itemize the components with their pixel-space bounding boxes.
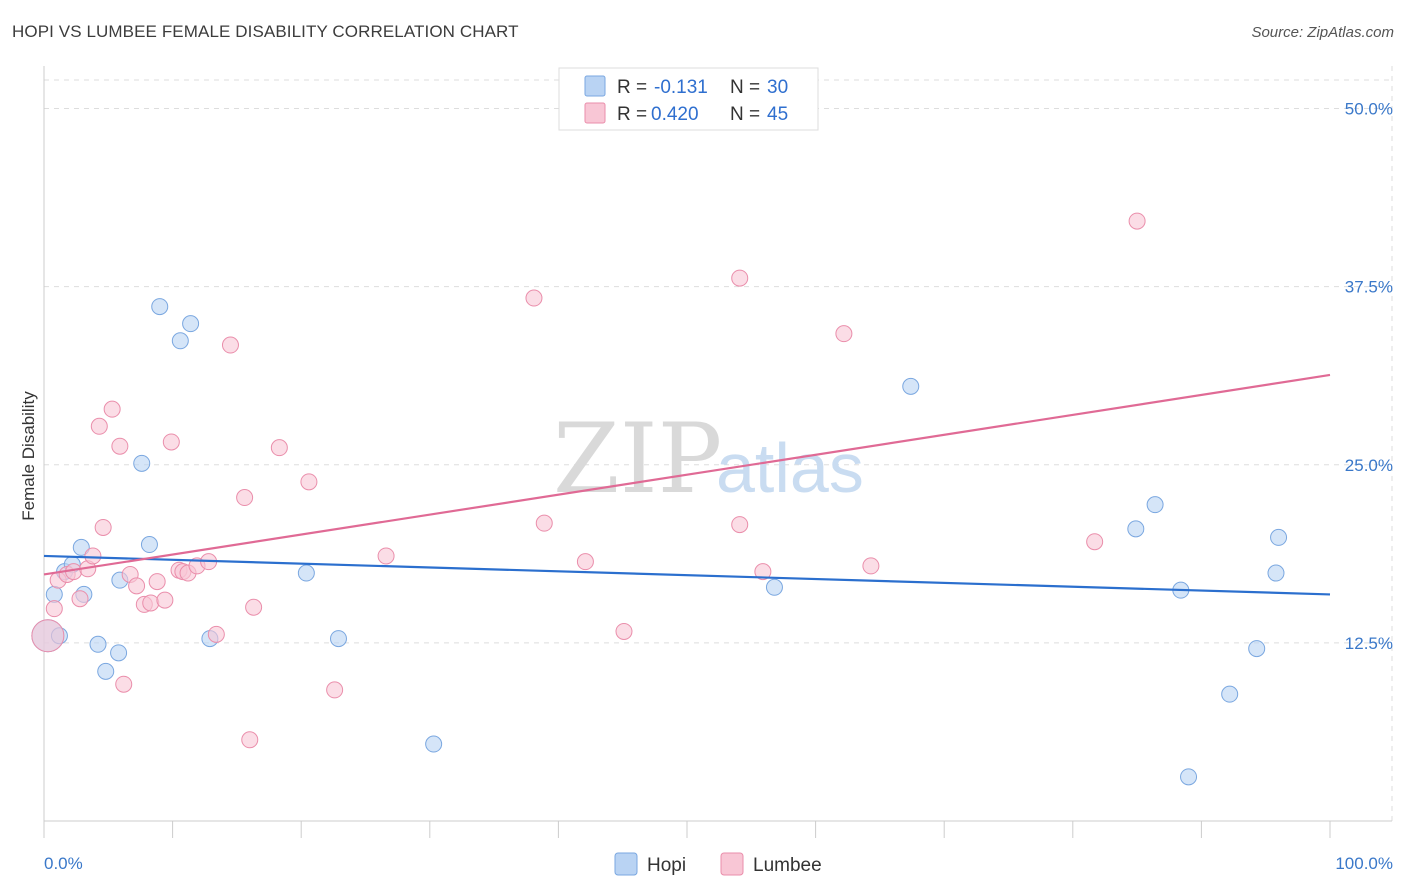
lumbee-point bbox=[221, 336, 239, 354]
lumbee-point bbox=[31, 619, 65, 653]
hopi-point bbox=[45, 585, 63, 603]
y-tick-label: 50.0% bbox=[1345, 100, 1393, 119]
hopi-point bbox=[140, 536, 158, 554]
y-tick-labels: 12.5% 25.0% 37.5% 50.0% bbox=[1345, 100, 1393, 653]
lumbee-point bbox=[754, 563, 772, 581]
chart-title: HOPI VS LUMBEE FEMALE DISABILITY CORRELA… bbox=[12, 22, 519, 41]
lumbee-point bbox=[326, 681, 344, 699]
axes bbox=[43, 66, 1392, 838]
lumbee-point bbox=[148, 573, 166, 591]
lumbee-point bbox=[535, 514, 553, 532]
legend-n-label: N = bbox=[730, 77, 760, 98]
trend-lines bbox=[43, 373, 1331, 596]
lumbee-point bbox=[236, 489, 254, 507]
lumbee-point bbox=[71, 590, 89, 608]
lumbee-trend-line bbox=[43, 373, 1331, 576]
watermark-zip: ZIP bbox=[553, 403, 722, 515]
lumbee-point bbox=[731, 516, 749, 534]
legend-box: R = -0.131 N = 30 R = 0.420 N = 45 bbox=[558, 67, 819, 131]
lumbee-point bbox=[241, 731, 259, 749]
hopi-point bbox=[329, 630, 347, 648]
lumbee-point bbox=[90, 417, 108, 435]
hopi-point bbox=[1267, 564, 1285, 582]
lumbee-point bbox=[128, 577, 146, 595]
bottom-legend-lumbee-label: Lumbee bbox=[753, 855, 822, 876]
legend-r-label: R = bbox=[617, 104, 647, 125]
legend-n-value: 45 bbox=[767, 104, 788, 125]
lumbee-point bbox=[115, 675, 133, 693]
bottom-legend: Hopi Lumbee bbox=[614, 852, 822, 876]
bottom-legend-hopi-swatch bbox=[614, 852, 638, 876]
x-tick-labels: 0.0% 100.0% bbox=[44, 854, 1393, 873]
hopi-point bbox=[1248, 640, 1266, 658]
y-tick-label: 12.5% bbox=[1345, 634, 1393, 653]
y-axis-label: Female Disability bbox=[19, 391, 38, 521]
lumbee-point bbox=[576, 553, 594, 571]
source-label: Source: ZipAtlas.com bbox=[1251, 24, 1394, 41]
x-tick-label: 0.0% bbox=[44, 854, 83, 873]
hopi-point bbox=[1146, 496, 1164, 514]
watermark-atlas: atlas bbox=[716, 429, 864, 507]
hopi-point bbox=[72, 538, 90, 556]
bottom-legend-hopi-label: Hopi bbox=[647, 855, 686, 876]
lumbee-point bbox=[1086, 533, 1104, 551]
hopi-point bbox=[765, 578, 783, 596]
y-tick-label: 25.0% bbox=[1345, 456, 1393, 475]
legend-lumbee-swatch bbox=[584, 102, 606, 124]
lumbee-point bbox=[862, 557, 880, 575]
hopi-point bbox=[171, 332, 189, 350]
legend-r-value: -0.131 bbox=[654, 77, 708, 98]
lumbee-point bbox=[156, 591, 174, 609]
lumbee-point bbox=[45, 600, 63, 618]
hopi-point bbox=[1127, 520, 1145, 538]
lumbee-point bbox=[84, 547, 102, 565]
hopi-point bbox=[1270, 528, 1288, 546]
lumbee-point bbox=[245, 598, 263, 616]
hopi-point bbox=[89, 635, 107, 653]
hopi-trend-line bbox=[43, 554, 1331, 596]
lumbee-point bbox=[1128, 212, 1146, 230]
hopi-point bbox=[133, 454, 151, 472]
lumbee-point bbox=[835, 325, 853, 343]
hopi-point bbox=[151, 298, 169, 316]
y-tick-label: 37.5% bbox=[1345, 278, 1393, 297]
lumbee-point bbox=[731, 269, 749, 287]
bottom-legend-lumbee-swatch bbox=[720, 852, 744, 876]
hopi-point bbox=[425, 735, 443, 753]
legend-r-label: R = bbox=[617, 77, 647, 98]
hopi-point bbox=[297, 564, 315, 582]
legend-n-value: 30 bbox=[767, 77, 788, 98]
hopi-point bbox=[182, 315, 200, 333]
lumbee-point bbox=[377, 547, 395, 565]
legend-n-label: N = bbox=[730, 104, 760, 125]
lumbee-point bbox=[103, 400, 121, 418]
lumbee-point bbox=[142, 594, 160, 612]
lumbee-point bbox=[162, 433, 180, 451]
data-points bbox=[31, 212, 1288, 786]
lumbee-point bbox=[615, 622, 633, 640]
lumbee-point bbox=[300, 473, 318, 491]
lumbee-point bbox=[270, 439, 288, 457]
x-tick-label: 100.0% bbox=[1335, 854, 1393, 873]
lumbee-point bbox=[94, 518, 112, 536]
hopi-point bbox=[1180, 768, 1198, 786]
hopi-point bbox=[110, 644, 128, 662]
lumbee-point bbox=[525, 289, 543, 307]
hopi-point bbox=[902, 377, 920, 395]
lumbee-point bbox=[111, 437, 129, 455]
hopi-point bbox=[1221, 685, 1239, 703]
legend-r-value: 0.420 bbox=[651, 104, 699, 125]
lumbee-point bbox=[207, 625, 225, 643]
legend-hopi-swatch bbox=[584, 75, 606, 97]
hopi-point bbox=[97, 662, 115, 680]
